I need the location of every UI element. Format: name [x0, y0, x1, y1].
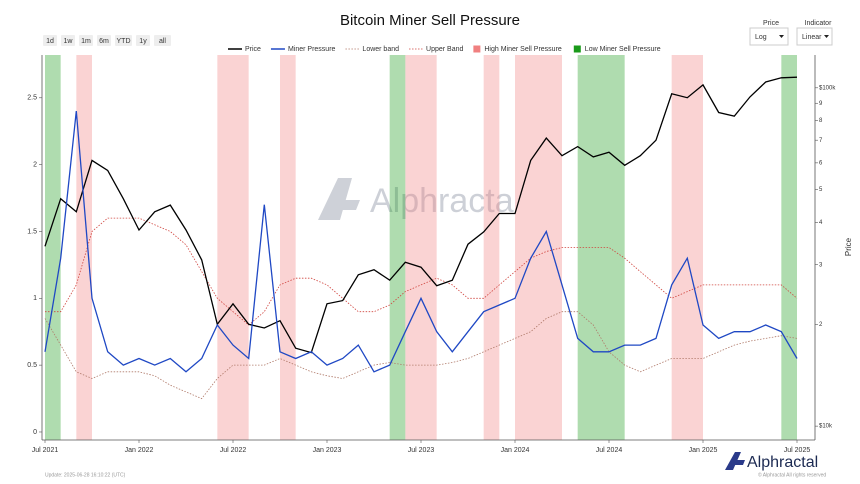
- select-box[interactable]: [749, 27, 789, 46]
- select-arrow[interactable]: [824, 35, 829, 38]
- watermark-icon: [318, 178, 360, 220]
- x-tick-label: Jan 2024: [501, 447, 530, 454]
- range-button[interactable]: 6m: [97, 35, 111, 46]
- x-tick-label: Jul 2025: [784, 447, 811, 454]
- copyright: © Alphractal All rights reserved: [758, 471, 826, 478]
- region-band: [405, 55, 437, 440]
- y2-tick-label: 7: [819, 138, 823, 144]
- series-line: [44, 311, 798, 400]
- legend-label: Lower band: [362, 46, 399, 53]
- update-time: Update: 2025-06-28 16:10:22 (UTC): [45, 472, 126, 478]
- region-band: [76, 55, 92, 440]
- x-tick-label: Jan 2025: [689, 447, 718, 454]
- indicator-scale-select[interactable]: Linear: [796, 27, 833, 46]
- range-button-label[interactable]: YTD: [117, 38, 131, 45]
- range-button-bg[interactable]: [97, 35, 111, 46]
- y-tick-label: 2.5: [27, 95, 37, 102]
- range-button-bg[interactable]: [43, 35, 57, 46]
- range-button-label[interactable]: 1m: [81, 38, 91, 45]
- x-tick-label: Jul 2023: [408, 447, 435, 454]
- legend-swatch: [473, 45, 481, 53]
- y-tick-label: 0: [33, 429, 37, 436]
- price-scale-label: Price: [763, 20, 779, 27]
- legend-label: Price: [245, 46, 261, 53]
- legend-label: Low Miner Sell Pressure: [585, 46, 661, 53]
- y2-tick-label: 6: [819, 160, 823, 166]
- y-tick-label: 1.5: [27, 228, 37, 235]
- logo-icon: [725, 452, 745, 470]
- x-tick-label: Jan 2022: [125, 447, 154, 454]
- series-line: [45, 217, 798, 326]
- y2-tick-label: 2: [819, 322, 823, 328]
- series-line: [44, 76, 798, 354]
- range-button-bg[interactable]: [61, 35, 75, 46]
- range-button-label[interactable]: 6m: [99, 38, 109, 45]
- range-button[interactable]: 1w: [61, 35, 75, 46]
- legend-label: High Miner Sell Pressure: [484, 46, 562, 53]
- region-band: [45, 55, 61, 440]
- y-tick-label: 0.5: [27, 362, 37, 369]
- region-band: [280, 55, 296, 440]
- y2-tick-label: 8: [819, 118, 823, 124]
- range-button-label[interactable]: 1d: [46, 38, 54, 45]
- y2-tick-label: 9: [819, 101, 823, 107]
- range-button-label[interactable]: 1w: [64, 38, 74, 45]
- range-button-bg[interactable]: [154, 35, 171, 46]
- range-button-bg[interactable]: [115, 35, 132, 46]
- range-button-label[interactable]: all: [159, 38, 166, 45]
- region-band: [671, 55, 703, 440]
- legend-label: Upper Band: [426, 46, 463, 53]
- chart-title: Bitcoin Miner Sell Pressure: [340, 12, 520, 29]
- y2-axis-title: Price: [844, 237, 853, 256]
- range-button-bg[interactable]: [136, 35, 150, 46]
- x-tick-label: Jul 2022: [220, 447, 247, 454]
- legend-swatch: [573, 45, 581, 53]
- select-arrow[interactable]: [779, 35, 784, 38]
- watermark: Alphracta: [370, 182, 514, 220]
- range-button[interactable]: YTD: [115, 35, 132, 46]
- range-button[interactable]: 1y: [136, 35, 150, 46]
- select-box[interactable]: [796, 27, 833, 46]
- x-tick-label: Jan 2023: [313, 447, 342, 454]
- y2-tick-label: $100k: [819, 85, 836, 91]
- region-band: [217, 55, 249, 440]
- indicator-scale-label: Indicator: [805, 20, 833, 27]
- x-tick-label: Jul 2024: [596, 447, 623, 454]
- price-scale-select[interactable]: Log: [749, 27, 789, 46]
- y-tick-label: 1: [33, 295, 37, 302]
- range-button-label[interactable]: 1y: [139, 38, 147, 45]
- range-button[interactable]: 1m: [79, 35, 93, 46]
- logo: Alphractal: [747, 454, 818, 471]
- range-button[interactable]: 1d: [43, 35, 57, 46]
- x-tick-label: Jul 2021: [32, 447, 59, 454]
- y2-tick-label: 4: [819, 220, 823, 226]
- range-button-bg[interactable]: [79, 35, 93, 46]
- range-button[interactable]: all: [154, 35, 171, 46]
- y2-tick-label: $10k: [819, 424, 833, 430]
- region-band: [483, 55, 500, 440]
- region-band: [781, 55, 797, 440]
- region-band: [389, 55, 406, 440]
- y2-tick-label: 3: [819, 262, 823, 268]
- region-band: [515, 55, 562, 440]
- series-line: [44, 111, 798, 373]
- select-value[interactable]: Log: [755, 34, 767, 41]
- y-tick-label: 2: [33, 161, 37, 168]
- legend-label: Miner Pressure: [288, 46, 336, 53]
- select-value[interactable]: Linear: [802, 34, 822, 41]
- y2-tick-label: 5: [819, 187, 823, 193]
